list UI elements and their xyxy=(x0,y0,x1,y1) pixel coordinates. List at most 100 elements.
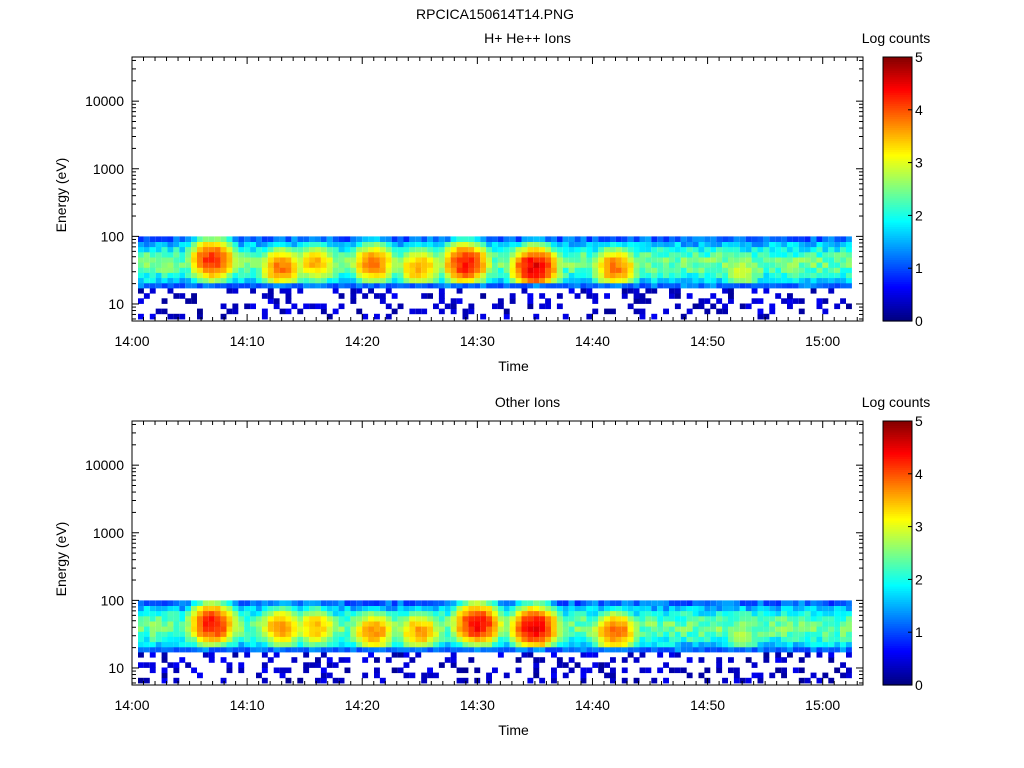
heatmap-cell xyxy=(161,257,168,263)
heatmap-cell xyxy=(138,641,144,648)
heatmap-cell xyxy=(568,257,575,263)
heatmap-cell xyxy=(214,262,221,268)
heatmap-cell xyxy=(804,257,811,263)
heatmap-cell xyxy=(698,641,705,648)
heatmap-cell xyxy=(167,662,174,668)
heatmap-cell xyxy=(362,641,369,648)
heatmap-cell xyxy=(226,288,233,294)
heatmap-cell xyxy=(438,282,445,289)
heatmap-cell xyxy=(651,236,658,242)
heatmap-cell xyxy=(639,257,646,263)
heatmap-cell xyxy=(368,621,374,627)
heatmap-cell xyxy=(208,615,215,622)
heatmap-cell xyxy=(450,626,457,632)
heatmap-cell xyxy=(533,605,540,612)
heatmap-cell xyxy=(710,267,717,273)
heatmap-cell xyxy=(645,257,652,263)
heatmap-cell xyxy=(798,308,805,315)
heatmap-cell xyxy=(792,277,799,284)
heatmap-cell xyxy=(421,626,428,632)
heatmap-cell xyxy=(492,241,498,248)
heatmap-cell xyxy=(669,652,675,658)
heatmap-cell xyxy=(155,631,162,637)
heatmap-cell xyxy=(492,631,498,637)
heatmap-cell xyxy=(692,277,699,284)
heatmap-cell xyxy=(787,610,793,617)
heatmap-cell xyxy=(385,657,392,663)
heatmap-cell xyxy=(238,641,245,648)
heatmap-cell xyxy=(633,272,640,279)
heatmap-cell xyxy=(409,631,416,637)
heatmap-cell xyxy=(362,600,369,606)
heatmap-cell xyxy=(739,303,746,310)
heatmap-cell xyxy=(173,267,180,273)
heatmap-cell xyxy=(639,272,646,279)
heatmap-cell xyxy=(492,282,498,289)
heatmap-cell xyxy=(716,298,723,304)
heatmap-cell xyxy=(822,600,829,606)
heatmap-cell xyxy=(379,610,386,617)
heatmap-cell xyxy=(391,631,398,637)
heatmap-cell xyxy=(486,646,492,653)
heatmap-cell xyxy=(202,615,209,622)
heatmap-cell xyxy=(604,615,610,622)
heatmap-cell xyxy=(374,282,380,289)
heatmap-cell xyxy=(421,241,428,248)
heatmap-cell xyxy=(309,626,315,632)
heatmap-cell xyxy=(568,610,575,617)
heatmap-cell xyxy=(792,621,799,627)
heatmap-cell xyxy=(686,631,693,637)
heatmap-cell xyxy=(320,241,327,248)
heatmap-cell xyxy=(674,267,681,273)
heatmap-cell xyxy=(456,610,463,617)
heatmap-cell xyxy=(362,257,369,263)
heatmap-cell xyxy=(173,677,180,684)
heatmap-cell xyxy=(733,677,740,684)
heatmap-cell xyxy=(261,605,268,612)
heatmap-cell xyxy=(179,646,186,653)
heatmap-cell xyxy=(320,677,327,684)
heatmap-cell xyxy=(291,646,298,653)
heatmap-cell xyxy=(604,246,610,253)
heatmap-cell xyxy=(816,272,823,279)
heatmap-cell xyxy=(651,646,658,653)
heatmap-cell xyxy=(574,610,581,617)
heatmap-cell xyxy=(238,646,245,653)
heatmap-cell xyxy=(427,293,433,299)
heatmap-cell xyxy=(468,241,475,248)
heatmap-cell xyxy=(775,267,782,273)
heatmap-cell xyxy=(332,621,339,627)
heatmap-cell xyxy=(639,610,646,617)
heatmap-cell xyxy=(568,288,575,294)
heatmap-cell xyxy=(663,662,669,668)
heatmap-cell xyxy=(828,272,835,279)
heatmap-cell xyxy=(610,631,616,637)
heatmap-cell xyxy=(438,293,445,299)
heatmap-cell xyxy=(385,615,392,622)
heatmap-cell xyxy=(739,282,746,289)
heatmap-cell xyxy=(244,241,251,248)
heatmap-cell xyxy=(716,636,723,643)
heatmap-cell xyxy=(745,615,752,622)
heatmap-cell xyxy=(840,610,846,617)
heatmap-cell xyxy=(391,605,398,612)
heatmap-cell xyxy=(220,246,227,253)
heatmap-cell xyxy=(610,610,616,617)
heatmap-cell xyxy=(149,621,156,627)
heatmap-cell xyxy=(374,267,380,273)
heatmap-cell xyxy=(627,246,634,253)
heatmap-cell xyxy=(733,605,740,612)
heatmap-cell xyxy=(533,241,540,248)
panel-title: H+ He++ Ions xyxy=(484,30,571,46)
heatmap-cell xyxy=(391,267,398,273)
heatmap-cell xyxy=(138,272,144,279)
heatmap-cell xyxy=(551,667,557,674)
heatmap-cell xyxy=(545,272,551,279)
heatmap-cell xyxy=(344,657,351,663)
heatmap-cell xyxy=(598,277,605,284)
heatmap-cell xyxy=(179,277,186,284)
heatmap-cell xyxy=(663,610,669,617)
heatmap-cell xyxy=(315,615,321,622)
heatmap-cell xyxy=(716,246,723,253)
heatmap-cell xyxy=(674,246,681,253)
